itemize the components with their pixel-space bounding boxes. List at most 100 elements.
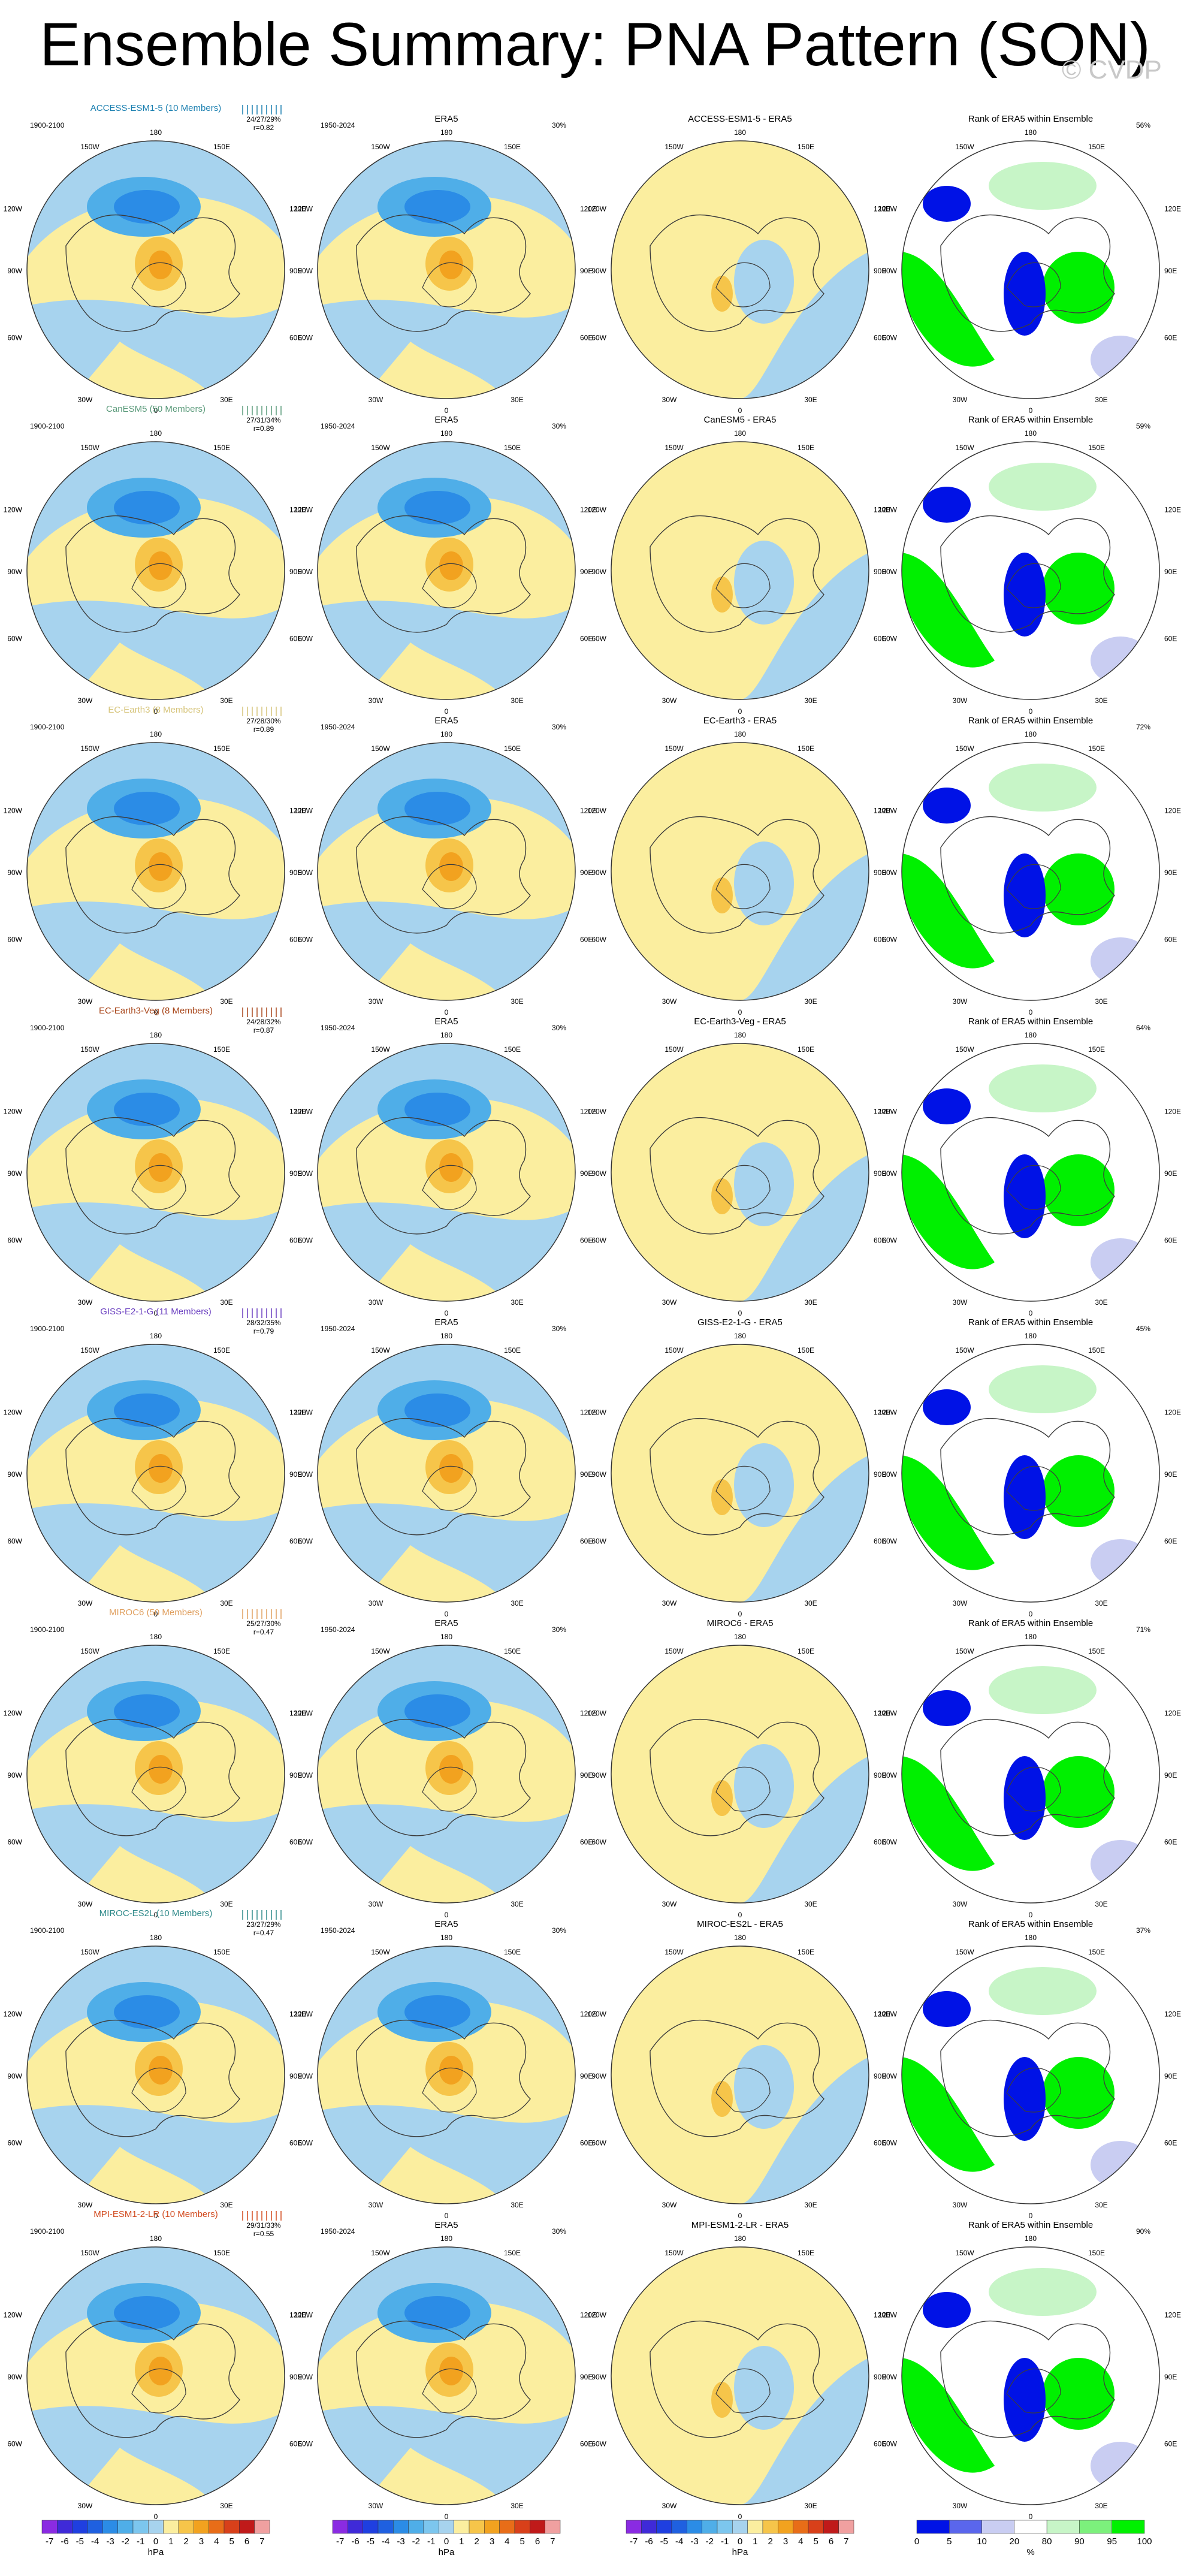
- colorbar-tick: 95: [1107, 2536, 1117, 2547]
- colorbar-tick: -7: [46, 2536, 53, 2547]
- longitude-label: 30E: [220, 1298, 232, 1307]
- longitude-label: 150W: [80, 744, 99, 753]
- coastline: [422, 1766, 477, 1812]
- colorbar-tick: -3: [397, 2536, 404, 2547]
- map-border: [901, 2246, 1160, 2505]
- difference-title: GISS-E2-1-G - ERA5: [697, 1317, 783, 1328]
- map-border: [26, 140, 285, 399]
- colorbar-swatch: [981, 2520, 1015, 2534]
- longitude-label: 60W: [7, 2139, 22, 2147]
- map-field: [902, 442, 1159, 699]
- longitude-label: 30W: [78, 696, 93, 705]
- longitude-label: 120W: [878, 506, 898, 514]
- longitude-label: 120E: [874, 205, 890, 213]
- colorbar-swatch: [808, 2520, 824, 2534]
- colorbar-swatch: [72, 2520, 88, 2534]
- longitude-label: 120W: [588, 506, 607, 514]
- longitude-label: 30W: [662, 1900, 677, 1908]
- colorbar-swatch: [423, 2520, 439, 2534]
- longitude-label: 150E: [1088, 1045, 1105, 1054]
- coastline: [356, 214, 531, 332]
- map-border: [26, 1043, 285, 1302]
- coastline: [940, 1718, 1115, 1836]
- rank-panel: 180 0 150W 150E 120W 120E 90W 90E 60W 60E 30W 30E: [878, 1933, 1181, 2220]
- longitude-label: 150E: [213, 2249, 230, 2257]
- positive-anomaly-region: [72, 943, 216, 1000]
- longitude-label: 30W: [78, 1900, 93, 1908]
- colorbar-tick: -4: [382, 2536, 389, 2547]
- coastline: [1006, 1165, 1061, 1210]
- rank-percent: 72%: [1136, 723, 1150, 731]
- colorbar-swatch: [209, 2520, 225, 2534]
- coastline: [940, 1417, 1115, 1536]
- rank-high-region: [902, 1154, 995, 1269]
- rank-low-region: [923, 2292, 971, 2328]
- colorbar-swatch: [717, 2520, 733, 2534]
- longitude-label: 60W: [298, 1838, 313, 1847]
- negative-center: [404, 1093, 470, 1126]
- longitude-label: 30E: [220, 2201, 232, 2209]
- longitude-label: 0: [445, 1008, 449, 1016]
- map-border: [317, 2246, 576, 2505]
- longitude-label: 60E: [580, 2440, 593, 2448]
- model-panel: 180 0 150W 150E 120W 120E 90W 90E 60W 60E 30W 30E: [4, 1031, 306, 1317]
- longitude-label: 120E: [874, 807, 890, 815]
- positive-center: [149, 251, 173, 279]
- longitude-label: 90E: [874, 267, 886, 275]
- longitude-label: 180: [150, 730, 162, 738]
- colorbar-tick: -2: [706, 2536, 714, 2547]
- map-border: [901, 1645, 1160, 1904]
- longitude-label: 120W: [4, 205, 23, 213]
- longitude-label: 120E: [580, 1108, 597, 1116]
- model-correlation: r=0.47: [253, 1929, 274, 1937]
- coastline: [940, 515, 1115, 633]
- longitude-label: 120W: [588, 2010, 607, 2019]
- longitude-label: 30E: [511, 2502, 523, 2510]
- positive-center: [149, 1454, 173, 1483]
- colorbar-swatch: [499, 2520, 515, 2534]
- longitude-label: 0: [738, 2512, 742, 2521]
- longitude-label: 90W: [7, 2373, 22, 2381]
- longitude-label: 90W: [591, 2373, 606, 2381]
- model-panel: 180 0 150W 150E 120W 120E 90W 90E 60W 60E 30W 30E: [4, 1332, 306, 1618]
- positive-anomaly-region: [72, 1244, 216, 1301]
- longitude-label: 30W: [662, 696, 677, 705]
- longitude-label: 120E: [1164, 506, 1181, 514]
- longitude-label: 120W: [294, 1408, 313, 1417]
- longitude-label: 60E: [874, 334, 886, 342]
- map-field: [611, 743, 869, 1000]
- longitude-label: 60E: [1164, 2440, 1177, 2448]
- colorbar-tick: 0: [444, 2536, 449, 2547]
- colorbar-swatch: [656, 2520, 672, 2534]
- coastline: [650, 214, 824, 332]
- longitude-label: 180: [1025, 1332, 1037, 1340]
- rank-low-region: [1004, 2057, 1046, 2141]
- rank-mid-region: [989, 162, 1097, 210]
- model-correlation: r=0.47: [253, 1628, 274, 1636]
- longitude-label: 60E: [1164, 1236, 1177, 1245]
- longitude-label: 90W: [298, 2373, 313, 2381]
- positive-anomaly-region: [72, 2448, 216, 2505]
- longitude-label: 150E: [213, 1346, 230, 1355]
- longitude-label: 150W: [955, 444, 974, 452]
- negative-center: [114, 491, 180, 524]
- negative-center: [404, 190, 470, 224]
- longitude-label: 0: [445, 1911, 449, 1919]
- longitude-label: 150E: [1088, 444, 1105, 452]
- coastline: [1006, 262, 1061, 307]
- colorbar-tick: -3: [106, 2536, 114, 2547]
- positive-center: [149, 1755, 173, 1784]
- map-field: [611, 141, 869, 399]
- longitude-label: 180: [734, 1933, 746, 1942]
- diff-panel: 180 0 150W 150E 120W 120E 90W 90E 60W 60E 30W 30E: [588, 1633, 890, 1919]
- difference-title: EC-Earth3-Veg - ERA5: [694, 1016, 786, 1027]
- rank-panel: 180 0 150W 150E 120W 120E 90W 90E 60W 60E 30W 30E: [878, 429, 1181, 716]
- map-border: [317, 1645, 576, 1904]
- colorbar-swatch: [626, 2520, 642, 2534]
- rank-low-region: [923, 788, 971, 824]
- coastline: [1006, 1465, 1061, 1511]
- longitude-label: 0: [445, 1309, 449, 1317]
